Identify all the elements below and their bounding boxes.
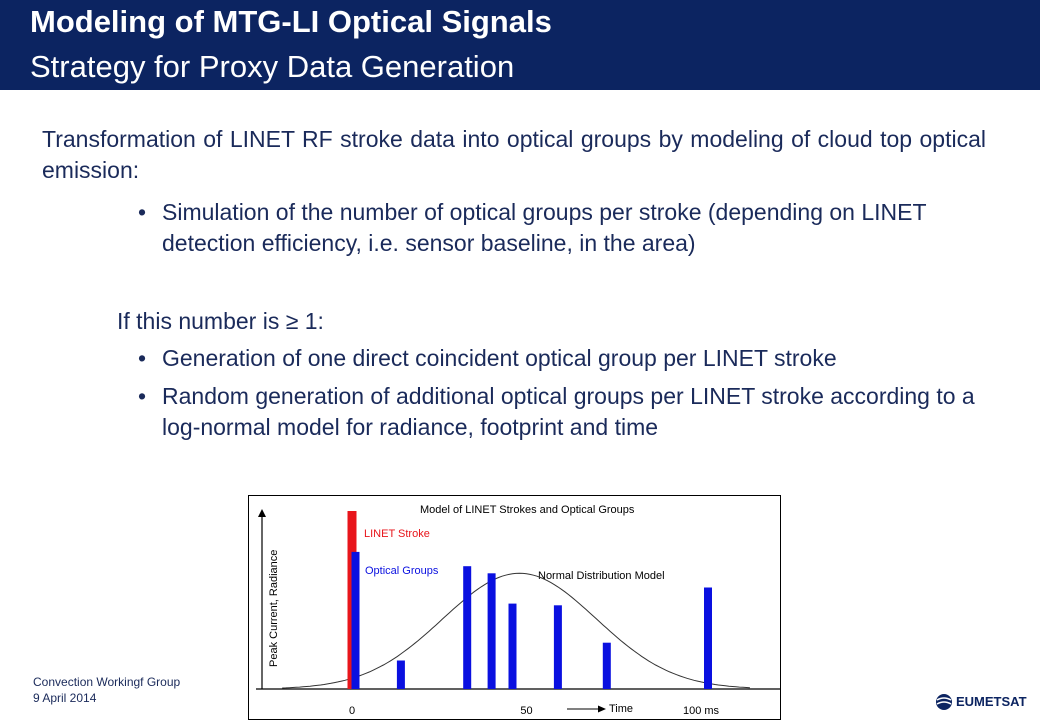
logo-text: EUMETSAT: [956, 694, 1027, 709]
model-figure: Model of LINET Strokes and Optical Group…: [248, 495, 781, 720]
legend-linet-stroke: LINET Stroke: [364, 528, 430, 540]
time-arrow-icon: [598, 705, 606, 713]
optical-group-bar: [704, 587, 712, 689]
curve-label: Normal Distribution Model: [538, 570, 665, 582]
slide-title: Modeling of MTG-LI Optical Signals: [30, 4, 552, 39]
normal-distribution-curve: [282, 572, 750, 689]
x-tick-label: 100 ms: [683, 705, 720, 717]
x-tick-label: 50: [520, 705, 532, 717]
optical-group-bar: [463, 566, 472, 689]
bullet-marker: •: [138, 383, 147, 409]
model-chart: Model of LINET Strokes and Optical Group…: [248, 495, 781, 720]
bullet-direct-generation: Generation of one direct coincident opti…: [162, 345, 837, 371]
x-tick-label: 0: [349, 705, 355, 717]
slide-subtitle: Strategy for Proxy Data Generation: [30, 49, 515, 84]
bullet-marker: •: [138, 345, 147, 371]
bullet-random-generation: Random generation of additional optical …: [162, 383, 975, 440]
figure-title: Model of LINET Strokes and Optical Group…: [420, 504, 635, 516]
bullet-simulation: Simulation of the number of optical grou…: [162, 199, 927, 256]
optical-group-bar: [553, 605, 562, 689]
condition-line: If this number is ≥ 1:: [117, 308, 324, 334]
optical-group-bar: [487, 573, 496, 689]
optical-group-bar: [602, 642, 611, 689]
y-axis-arrow-icon: [258, 509, 266, 517]
optical-group-bar: [351, 551, 360, 689]
time-label: Time: [609, 703, 633, 715]
eumetsat-logo: EUMETSAT: [934, 692, 1034, 712]
intro-paragraph: Transformation of LINET RF stroke data i…: [42, 126, 986, 183]
legend-optical-groups: Optical Groups: [365, 565, 439, 577]
footer-date: 9 April 2014: [33, 691, 97, 705]
bullet-marker: •: [138, 199, 147, 225]
optical-group-bar: [396, 660, 405, 689]
footer-group-name: Convection Workingf Group: [33, 675, 181, 689]
optical-group-bar: [508, 603, 517, 689]
eumetsat-globe-icon: [936, 694, 952, 710]
header-bar: Modeling of MTG-LI Optical Signals Strat…: [0, 0, 1040, 90]
y-axis-label: Peak Current, Radiance: [268, 550, 280, 667]
